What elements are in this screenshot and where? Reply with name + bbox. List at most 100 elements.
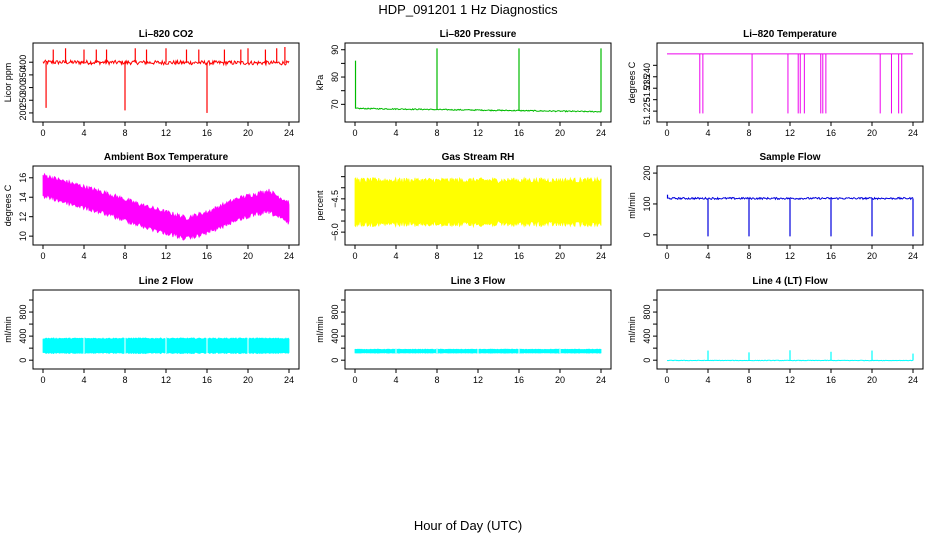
data-series xyxy=(42,58,290,67)
plot-frame xyxy=(656,42,924,123)
x-tick-label: 16 xyxy=(826,128,836,138)
panel-title: Line 4 (LT) Flow xyxy=(752,276,828,287)
x-tick-label: 16 xyxy=(826,375,836,385)
y-tick-label: 400 xyxy=(18,55,28,70)
panel-title: Ambient Box Temperature xyxy=(104,152,229,163)
x-tick-label: 12 xyxy=(785,375,795,385)
figure-title: HDP_091201 1 Hz Diagnostics xyxy=(378,2,558,17)
x-tick-label: 0 xyxy=(664,128,669,138)
y-tick-label: 51.225 xyxy=(642,97,652,125)
y-tick-label: 51.240 xyxy=(642,63,652,91)
panel-title: Li–820 Pressure xyxy=(440,29,517,40)
x-tick-label: 4 xyxy=(705,128,710,138)
x-tick-label: 12 xyxy=(473,251,483,261)
y-tick-label: 400 xyxy=(330,329,340,344)
panel-title: Gas Stream RH xyxy=(442,152,515,163)
x-tick-label: 16 xyxy=(202,375,212,385)
y-tick-label: 200 xyxy=(18,105,28,120)
x-tick-label: 20 xyxy=(243,375,253,385)
x-tick-label: 20 xyxy=(867,251,877,261)
y-axis-label: degrees C xyxy=(3,184,13,226)
y-axis-label: ml/min xyxy=(315,316,325,343)
chart-panel-5: Gas Stream RH percent −6.0 −4.5 0 4 8 12 16 20 24 xyxy=(315,152,612,261)
x-tick-label: 4 xyxy=(393,375,398,385)
x-tick-label: 20 xyxy=(555,375,565,385)
y-tick-label: 100 xyxy=(642,196,652,211)
x-tick-label: 20 xyxy=(555,251,565,261)
y-tick-label: 80 xyxy=(330,72,340,82)
x-tick-label: 8 xyxy=(122,128,127,138)
chart-panel-8: Line 3 Flow ml/min 0 400 800 0 4 8 12 16 20 24 xyxy=(315,276,612,385)
y-axis-label: kPa xyxy=(315,75,325,91)
x-tick-label: 4 xyxy=(81,128,86,138)
y-tick-label: 16 xyxy=(18,173,28,183)
x-tick-label: 4 xyxy=(393,128,398,138)
y-tick-label: 0 xyxy=(642,358,652,363)
y-tick-label: 51.235 xyxy=(642,74,652,102)
x-tick-label: 24 xyxy=(284,375,294,385)
x-tick-label: 16 xyxy=(514,375,524,385)
chart-panel-6: Sample Flow ml/min 0 100 200 0 4 8 12 16 20 24 xyxy=(627,152,924,261)
chart-panel-4: Ambient Box Temperature degrees C 10 12 14 16… xyxy=(3,152,300,261)
x-tick-label: 12 xyxy=(161,128,171,138)
x-tick-label: 12 xyxy=(473,375,483,385)
data-series xyxy=(354,107,602,113)
x-tick-label: 24 xyxy=(596,128,606,138)
x-tick-label: 16 xyxy=(202,251,212,261)
x-tick-label: 8 xyxy=(434,375,439,385)
chart-panel-9: Line 4 (LT) Flow ml/min 0 400 800 0 4 8 12 16 20 24 xyxy=(627,276,924,385)
x-tick-label: 20 xyxy=(867,128,877,138)
x-tick-label: 16 xyxy=(826,251,836,261)
x-tick-label: 4 xyxy=(393,251,398,261)
x-tick-label: 20 xyxy=(243,128,253,138)
y-tick-label: 400 xyxy=(642,329,652,344)
y-tick-label: 800 xyxy=(642,305,652,320)
y-tick-label: 14 xyxy=(18,192,28,202)
x-tick-label: 4 xyxy=(705,375,710,385)
y-axis-label: ml/min xyxy=(3,316,13,343)
plot-frame xyxy=(344,289,612,370)
x-tick-label: 24 xyxy=(908,251,918,261)
chart-panel-2: Li–820 Pressure kPa 70 80 90 0 4 8 12 16 20 24 xyxy=(315,29,612,138)
y-axis-label: ml/min xyxy=(627,316,637,343)
y-tick-label: 400 xyxy=(18,329,28,344)
x-tick-label: 12 xyxy=(785,128,795,138)
y-tick-label: 800 xyxy=(330,305,340,320)
x-tick-label: 12 xyxy=(785,251,795,261)
chart-panel-3: Li–820 Temperature degrees C 51.22551.2355… xyxy=(627,29,924,138)
x-tick-label: 24 xyxy=(284,251,294,261)
x-tick-label: 0 xyxy=(40,375,45,385)
x-tick-label: 0 xyxy=(352,128,357,138)
y-tick-label: 12 xyxy=(18,212,28,222)
x-tick-label: 12 xyxy=(473,128,483,138)
x-tick-label: 20 xyxy=(243,251,253,261)
panel-title: Sample Flow xyxy=(759,152,820,163)
x-tick-label: 0 xyxy=(352,375,357,385)
x-tick-label: 4 xyxy=(705,251,710,261)
y-axis-label: percent xyxy=(315,190,325,221)
y-tick-label: 350 xyxy=(18,67,28,82)
y-axis-label: Licor ppm xyxy=(3,63,13,103)
x-tick-label: 0 xyxy=(664,251,669,261)
y-tick-label: −4.5 xyxy=(330,190,340,208)
x-tick-label: 8 xyxy=(434,251,439,261)
x-axis-title: Hour of Day (UTC) xyxy=(413,518,523,533)
y-axis-label: ml/min xyxy=(627,192,637,219)
x-tick-label: 16 xyxy=(514,251,524,261)
x-tick-label: 0 xyxy=(40,128,45,138)
x-tick-label: 8 xyxy=(746,251,751,261)
x-tick-label: 12 xyxy=(161,251,171,261)
y-tick-label: 0 xyxy=(330,358,340,363)
y-tick-label: 800 xyxy=(18,305,28,320)
x-tick-label: 24 xyxy=(908,128,918,138)
x-tick-label: 24 xyxy=(908,375,918,385)
y-tick-label: 70 xyxy=(330,99,340,109)
y-tick-label: 90 xyxy=(330,45,340,55)
y-tick-label: 10 xyxy=(18,231,28,241)
panel-title: Li–820 Temperature xyxy=(743,29,837,40)
data-band xyxy=(354,176,602,229)
panel-title: Line 2 Flow xyxy=(139,276,194,287)
data-band xyxy=(42,172,290,241)
